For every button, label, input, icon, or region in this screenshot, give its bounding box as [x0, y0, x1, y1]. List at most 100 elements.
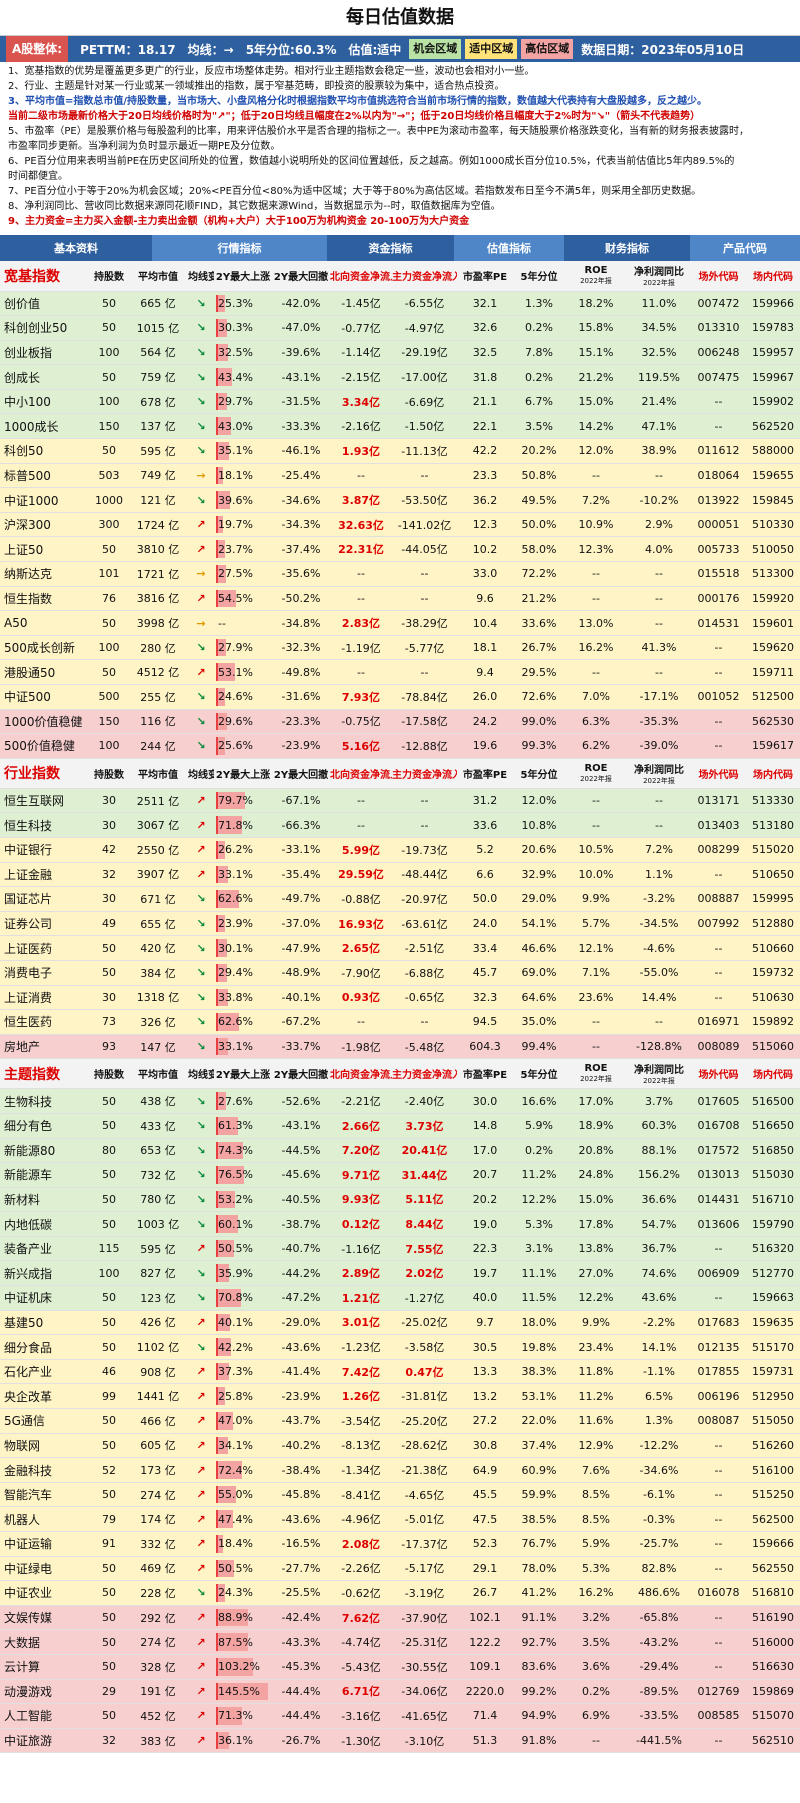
- otc-code: 017572: [691, 1138, 746, 1164]
- max-rise-cell: 39.6%: [214, 487, 272, 513]
- pe-value: 12.3: [457, 512, 513, 538]
- pe-percentile: 29.5%: [513, 659, 565, 685]
- main-fund-flow: -78.84亿: [392, 684, 457, 710]
- max-rise-value: 79.7%: [218, 794, 253, 808]
- market-summary: A股整体: PETTM：18.17 均线：→ 5年分位:60.3% 估值:适中 …: [0, 36, 800, 62]
- table-row: 中小100 100 678 亿 ↘ 29.7% -31.5% 3.34亿 -6.69亿 21.1…: [0, 389, 800, 415]
- northbound-flow: 5.16亿: [330, 733, 392, 759]
- exchange-code: 159920: [746, 586, 800, 612]
- otc-code: 008585: [691, 1703, 746, 1729]
- otc-code: --: [691, 985, 746, 1011]
- profit-yoy: -34.5%: [627, 911, 691, 937]
- table-row: 金融科技 52 173 亿 ↗ 72.4% -38.4% -1.34亿 -21.38亿 64.9…: [0, 1457, 800, 1483]
- exchange-code: 510630: [746, 985, 800, 1011]
- avg-market-cap: 1724 亿: [128, 512, 188, 538]
- max-rise-cell: 50.5%: [214, 1236, 272, 1262]
- main-fund-flow: -34.06亿: [392, 1679, 457, 1705]
- northbound-flow: -7.90亿: [330, 960, 392, 986]
- holdings-count: 50: [90, 960, 128, 986]
- note-line: 时间都便宜。: [8, 171, 68, 182]
- note-line: 7、PE百分位小于等于20%为机会区域；20%<PE百分位<80%为适中区域；大…: [8, 186, 702, 197]
- profit-yoy: 4.0%: [627, 536, 691, 563]
- profit-yoy: -17.1%: [627, 684, 691, 710]
- index-name: 房地产: [0, 1034, 90, 1060]
- otc-code: 008087: [691, 1408, 746, 1434]
- index-name: 细分有色: [0, 1113, 90, 1139]
- max-rise-value: 25.3%: [218, 296, 253, 310]
- exchange-code: 159957: [746, 340, 800, 366]
- max-rise-cell: 61.3%: [214, 1113, 272, 1139]
- arrow-up-icon: ↗: [188, 1236, 214, 1262]
- pe-percentile: 3.1%: [513, 1236, 565, 1262]
- roe-value: 12.9%: [565, 1433, 627, 1459]
- pe-percentile: 46.6%: [513, 935, 565, 961]
- avg-market-cap: 749 亿: [128, 463, 188, 489]
- max-drawdown: -45.3%: [272, 1654, 330, 1680]
- main-fund-flow: -141.02亿: [392, 512, 457, 538]
- max-rise-cell: 42.2%: [214, 1334, 272, 1360]
- pettm-value: PETTM：18.17: [80, 42, 176, 57]
- pe-value: 9.4: [457, 659, 513, 685]
- northbound-flow: --: [330, 463, 392, 489]
- max-rise-cell: 18.1%: [214, 463, 272, 489]
- otc-code: 013922: [691, 487, 746, 513]
- northbound-flow: -2.21亿: [330, 1088, 392, 1114]
- max-rise-bar: [216, 515, 224, 534]
- column-header: 2Y最大上涨: [214, 1058, 272, 1090]
- main-fund-flow: -3.58亿: [392, 1334, 457, 1360]
- max-rise-bar: [216, 1338, 232, 1356]
- otc-code: 016078: [691, 1580, 746, 1606]
- max-rise-bar: [216, 1731, 229, 1750]
- pe-percentile: 64.6%: [513, 985, 565, 1011]
- avg-market-cap: 244 亿: [128, 733, 188, 759]
- northbound-flow: -1.98亿: [330, 1034, 392, 1060]
- index-name: 石化产业: [0, 1359, 90, 1385]
- roe-value: 9.9%: [565, 886, 627, 912]
- profit-yoy: 1.1%: [627, 862, 691, 888]
- table-row: 智能汽车 50 274 亿 ↗ 55.0% -45.8% -8.41亿 -4.65亿 45.5 5…: [0, 1482, 800, 1508]
- pe-value: 19.6: [457, 733, 513, 759]
- otc-code: 017683: [691, 1310, 746, 1336]
- max-drawdown: -25.4%: [272, 463, 330, 489]
- otc-code: 006909: [691, 1260, 746, 1287]
- tag-overvalued: 高估区域: [521, 39, 574, 59]
- pe-value: 6.6: [457, 862, 513, 888]
- section-header: 行业指数持股数平均市值均线变化2Y最大上涨2Y最大回撤北向资金净流入金额主力资金…: [0, 758, 800, 789]
- column-header-label: ROE: [584, 1063, 608, 1075]
- northbound-flow: -1.45亿: [330, 291, 392, 317]
- roe-value: --: [565, 788, 627, 814]
- profit-yoy: 82.8%: [627, 1556, 691, 1582]
- index-name: 中证运输: [0, 1531, 90, 1557]
- northbound-flow: -1.23亿: [330, 1334, 392, 1360]
- profit-yoy: --: [627, 788, 691, 814]
- roe-value: 15.0%: [565, 1187, 627, 1213]
- avg-market-cap: 328 亿: [128, 1654, 188, 1680]
- northbound-flow: -1.30亿: [330, 1728, 392, 1754]
- max-drawdown: -38.7%: [272, 1211, 330, 1237]
- avg-market-cap: 1318 亿: [128, 985, 188, 1011]
- holdings-count: 50: [90, 438, 128, 464]
- pe-value: 20.2: [457, 1187, 513, 1213]
- index-name: 1000成长: [0, 413, 90, 440]
- max-drawdown: -34.6%: [272, 487, 330, 513]
- table-row: 物联网 50 605 亿 ↗ 34.1% -40.2% -8.13亿 -28.62亿 30.8 3…: [0, 1433, 800, 1459]
- main-fund-flow: -28.62亿: [392, 1433, 457, 1459]
- arrow-up-icon: ↗: [188, 536, 214, 563]
- otc-code: --: [691, 709, 746, 735]
- index-name: 动漫游戏: [0, 1679, 90, 1705]
- roe-value: 21.2%: [565, 364, 627, 390]
- max-rise-value: 50.5%: [218, 1242, 253, 1256]
- max-rise-value: 27.5%: [218, 567, 253, 581]
- arrow-up-icon: ↗: [188, 1457, 214, 1483]
- exchange-code: 510660: [746, 935, 800, 961]
- max-drawdown: -44.4%: [272, 1679, 330, 1705]
- pe-percentile: 16.6%: [513, 1088, 565, 1114]
- arrow-down-icon: ↘: [188, 1138, 214, 1164]
- pe-percentile: 19.8%: [513, 1334, 565, 1360]
- max-rise-value: 60.1%: [218, 1217, 253, 1231]
- max-rise-bar: [216, 1412, 233, 1430]
- table-row: 内地低碳 50 1003 亿 ↘ 60.1% -38.7% 0.12亿 8.44亿 19.0 5.…: [0, 1211, 800, 1237]
- index-name: 中证绿电: [0, 1556, 90, 1582]
- holdings-count: 503: [90, 463, 128, 489]
- exchange-code: 510330: [746, 512, 800, 538]
